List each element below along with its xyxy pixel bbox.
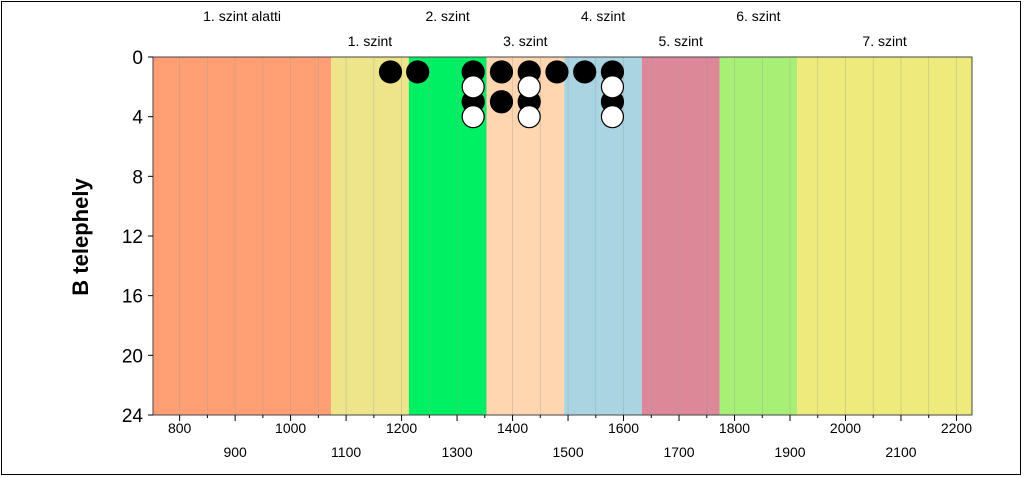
level-band-7 — [719, 57, 798, 415]
level-bands — [153, 57, 972, 415]
data-point-filled — [573, 60, 597, 84]
data-points — [378, 60, 625, 129]
level-labels: 1. szint alatti 1. szint 2. szint 3. szint 4… — [203, 8, 907, 49]
x-tick-label: 1100 — [331, 444, 361, 460]
data-point-open — [517, 105, 541, 129]
x-tick-label: 900 — [223, 444, 247, 460]
x-tick-label: 1000 — [275, 420, 306, 436]
data-point-open — [461, 75, 485, 99]
level-band-1 — [153, 57, 332, 415]
x-tick-label: 1800 — [719, 420, 750, 436]
data-point-filled — [545, 60, 569, 84]
level-label-3: 2. szint — [425, 8, 469, 24]
x-tick-label: 1500 — [552, 444, 583, 460]
y-tick-label: 16 — [122, 287, 143, 308]
data-point-open — [461, 105, 485, 129]
y-tick-label: 4 — [132, 108, 143, 129]
x-tick-label: 800 — [168, 420, 192, 436]
x-tick-label: 1300 — [441, 444, 472, 460]
level-band-8 — [797, 57, 972, 415]
x-tick-label: 1900 — [774, 444, 805, 460]
data-point-filled — [489, 60, 514, 84]
x-tick-label: 1600 — [608, 420, 639, 436]
data-point-open — [600, 75, 625, 99]
y-tick-label: 20 — [122, 346, 143, 367]
x-tick-label: 2100 — [885, 444, 916, 460]
level-label-8: 7. szint — [862, 33, 906, 49]
level-label-5: 4. szint — [581, 8, 625, 24]
level-label-6: 5. szint — [659, 33, 703, 49]
level-label-1: 1. szint alatti — [203, 8, 281, 24]
data-point-open — [600, 105, 625, 129]
level-band-2 — [331, 57, 409, 415]
x-tick-label: 1700 — [663, 444, 694, 460]
level-label-4: 3. szint — [503, 33, 547, 49]
x-tick-label: 2000 — [830, 420, 861, 436]
data-point-filled — [489, 90, 514, 114]
data-point-open — [517, 75, 541, 99]
x-tick-label: 1400 — [497, 420, 528, 436]
x-tick-label: 2200 — [941, 420, 972, 436]
data-point-filled — [406, 60, 430, 84]
x-tick-label: 1200 — [386, 420, 417, 436]
y-tick-label: 8 — [132, 167, 143, 188]
level-band-6 — [641, 57, 720, 415]
vertical-gridlines — [179, 57, 957, 415]
y-tick-label: 0 — [132, 48, 143, 69]
axes: 0 4 8 12 16 20 24 800 1000 1200 1400 1600 1800 2000 22… — [122, 48, 973, 460]
y-tick-label: 24 — [122, 406, 144, 427]
y-axis-label: B telephely — [68, 178, 93, 296]
level-label-7: 6. szint — [736, 8, 780, 24]
level-label-2: 1. szint — [348, 33, 392, 49]
y-tick-label: 12 — [122, 227, 143, 248]
data-point-filled — [378, 60, 403, 84]
